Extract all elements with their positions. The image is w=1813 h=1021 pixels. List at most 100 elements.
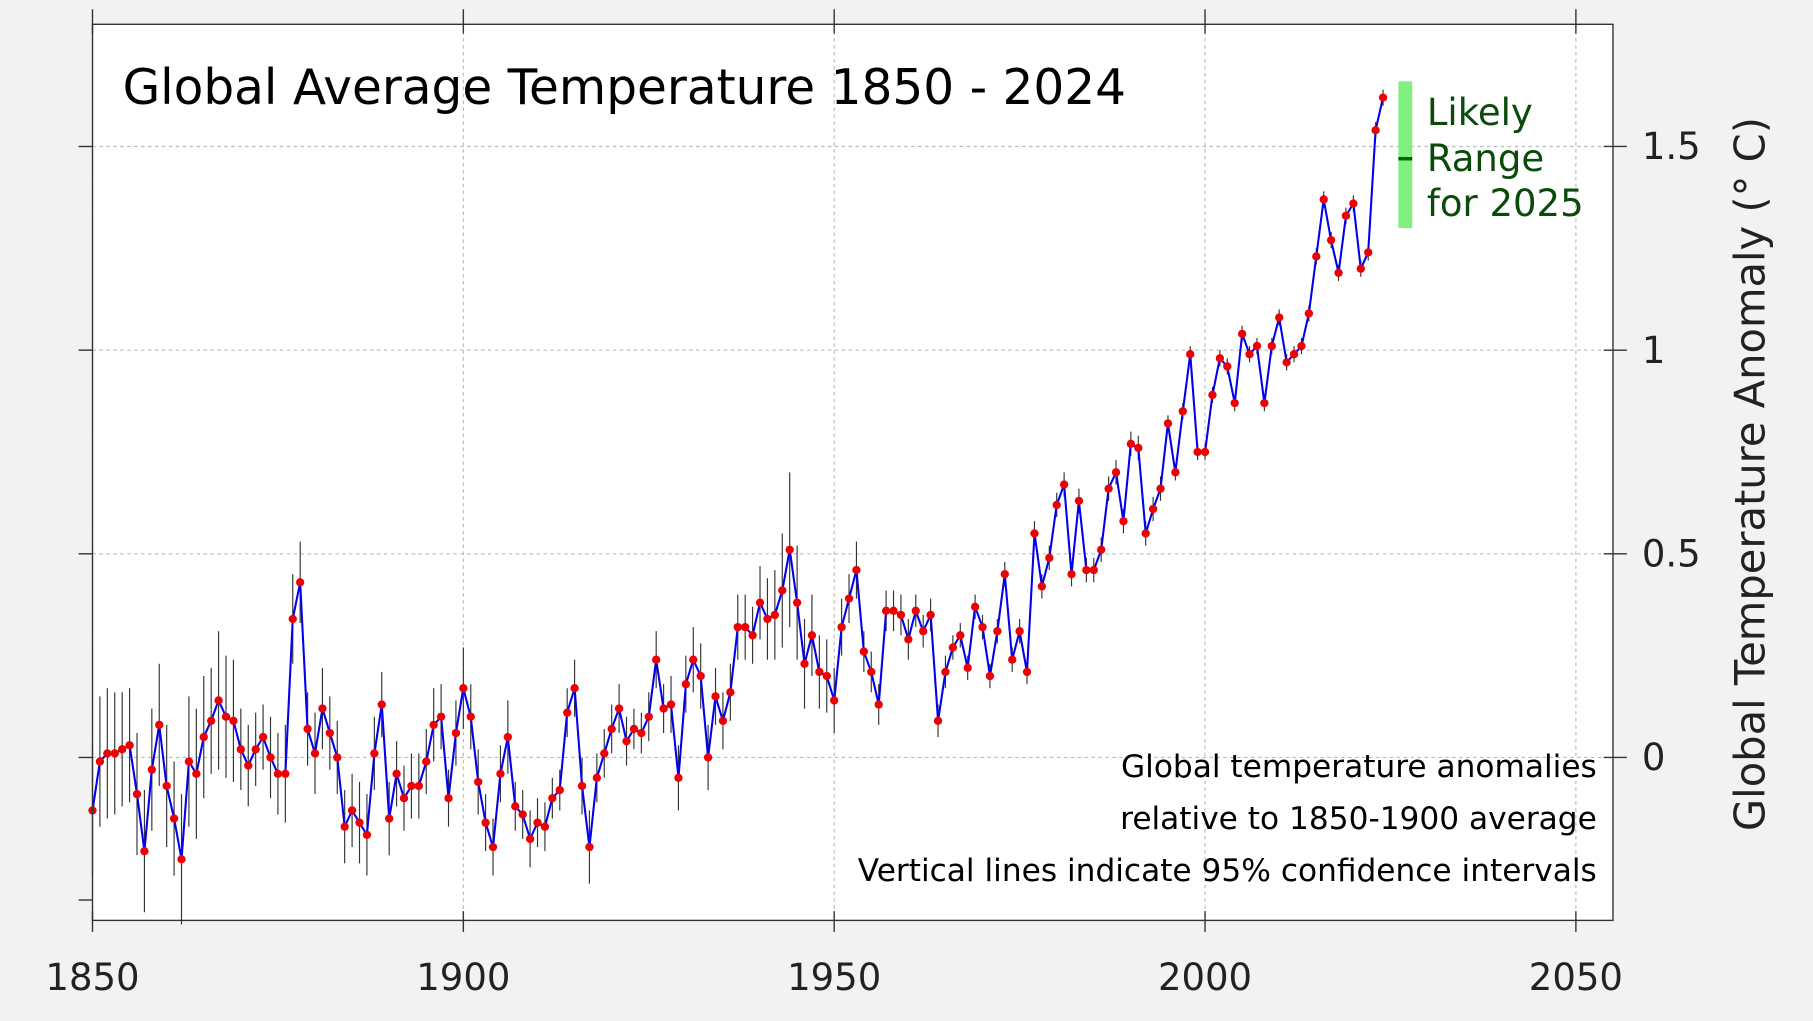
data-point xyxy=(474,777,483,787)
plot-frame xyxy=(91,23,1614,922)
data-point xyxy=(1000,570,1009,579)
data-point xyxy=(1349,199,1358,208)
data-point xyxy=(377,700,386,709)
likely-range-bar xyxy=(1398,81,1413,228)
data-point xyxy=(147,765,156,774)
data-point xyxy=(1171,468,1180,477)
data-point xyxy=(392,769,401,778)
data-point xyxy=(1312,252,1321,261)
data-point xyxy=(1008,655,1017,664)
annotation-line-1: Global temperature anomalies xyxy=(1121,749,1597,785)
data-point xyxy=(689,655,698,664)
data-point xyxy=(718,716,728,725)
data-point xyxy=(436,712,446,721)
data-point xyxy=(1193,447,1202,457)
plot-background xyxy=(92,24,1613,921)
data-point xyxy=(637,728,646,738)
data-point xyxy=(696,671,705,681)
data-point xyxy=(592,773,602,782)
y-tick-label: 0.5 xyxy=(1642,533,1701,576)
data-point xyxy=(1067,570,1076,579)
y-axis-label: Global Temperature Anomaly (° C) xyxy=(1725,117,1774,831)
data-point xyxy=(570,684,579,693)
data-point xyxy=(1052,500,1061,510)
data-point xyxy=(488,842,498,852)
data-point xyxy=(911,606,920,615)
data-point xyxy=(422,757,431,766)
data-point xyxy=(1208,390,1217,400)
data-point xyxy=(444,794,453,803)
data-point xyxy=(1156,484,1165,493)
data-point xyxy=(518,810,527,819)
data-point xyxy=(140,846,149,856)
data-point xyxy=(733,622,742,632)
data-point xyxy=(629,724,639,734)
data-point xyxy=(132,789,142,799)
data-point xyxy=(978,622,987,632)
axis-ticks: 1850 1900 1950 2000 2050 0 0.5 1 1.5 xyxy=(45,9,1701,999)
data-point xyxy=(214,696,223,705)
data-point xyxy=(1111,468,1121,477)
data-point xyxy=(1371,126,1380,135)
data-point xyxy=(266,753,275,762)
data-point xyxy=(533,818,542,827)
data-point xyxy=(303,724,312,734)
chart-title: Global Average Temperature 1850 - 2024 xyxy=(123,60,1127,116)
data-point xyxy=(103,749,112,758)
data-point xyxy=(355,818,364,827)
data-point xyxy=(607,724,616,734)
data-point xyxy=(941,667,950,677)
data-point xyxy=(956,631,965,640)
data-point xyxy=(385,814,394,823)
x-tick-label: 2050 xyxy=(1529,956,1623,999)
data-point xyxy=(1148,504,1158,514)
data-point xyxy=(362,830,372,840)
data-point xyxy=(555,785,564,795)
data-point xyxy=(770,610,780,620)
data-point xyxy=(1186,350,1195,359)
data-point xyxy=(459,684,468,693)
data-point xyxy=(310,749,320,758)
data-point xyxy=(785,545,794,554)
data-point xyxy=(1037,582,1047,591)
data-point xyxy=(970,602,980,611)
data-point xyxy=(1245,350,1254,359)
data-point xyxy=(666,700,676,709)
data-point xyxy=(199,732,208,742)
data-point xyxy=(258,732,268,742)
data-point xyxy=(674,773,683,782)
data-point xyxy=(466,712,475,721)
data-point xyxy=(830,696,839,705)
data-point xyxy=(563,708,572,717)
data-point xyxy=(711,692,720,701)
x-tick-label: 2000 xyxy=(1158,956,1252,999)
data-point xyxy=(1341,211,1351,220)
data-point xyxy=(1126,439,1136,448)
data-point xyxy=(525,834,535,844)
data-point xyxy=(288,614,297,624)
data-point xyxy=(481,818,490,827)
data-point xyxy=(778,586,787,595)
data-point xyxy=(1022,667,1032,677)
likely-label-1: Likely xyxy=(1427,91,1533,134)
data-point xyxy=(110,749,119,758)
data-point xyxy=(1230,398,1239,408)
data-point xyxy=(1297,341,1306,351)
data-point xyxy=(659,704,668,713)
x-tick-label: 1850 xyxy=(45,956,139,999)
data-point xyxy=(251,745,260,754)
data-point xyxy=(221,712,231,721)
data-point xyxy=(548,794,557,803)
data-point xyxy=(926,610,935,620)
data-point xyxy=(726,688,735,697)
y-tick-label: 0 xyxy=(1642,736,1666,779)
data-point xyxy=(1030,529,1039,538)
data-point xyxy=(741,622,750,632)
data-point xyxy=(118,745,127,754)
data-point xyxy=(867,667,876,677)
data-point xyxy=(577,781,587,791)
data-point xyxy=(1304,309,1314,318)
data-point xyxy=(184,757,194,766)
data-point xyxy=(985,671,995,681)
data-point xyxy=(822,671,831,681)
